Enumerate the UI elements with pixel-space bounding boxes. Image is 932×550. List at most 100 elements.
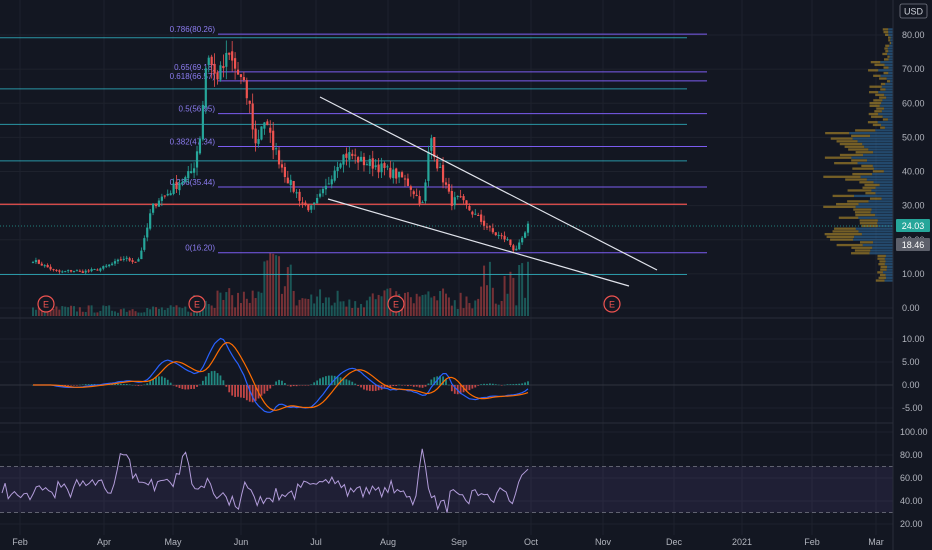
earnings-marker[interactable] xyxy=(37,295,55,313)
volume-profile-bar xyxy=(885,273,893,277)
fib-level-label: 0(16.20) xyxy=(185,244,215,253)
macd-histogram-bar xyxy=(412,385,415,387)
macd-histogram-bar xyxy=(316,380,319,385)
volume-profile-bar xyxy=(869,252,893,255)
volume-profile-bar xyxy=(849,131,893,135)
candle-body xyxy=(93,269,96,271)
volume-bar xyxy=(283,286,286,316)
candle-body xyxy=(34,260,38,263)
volume-bar xyxy=(213,307,216,316)
volume-profile-bar xyxy=(830,238,854,241)
volume-profile-bar xyxy=(882,28,889,31)
volume-bar xyxy=(292,290,295,316)
fib-level-label: 0.786(80.26) xyxy=(170,25,216,34)
volume-bar xyxy=(316,296,319,316)
x-axis: Feb Apr May Jun Jul Aug Sep Oct Nov Dec 2021 Feb Mar xyxy=(12,537,884,547)
candle-body xyxy=(357,157,360,163)
volume-bar xyxy=(503,276,506,316)
macd-histogram-bar xyxy=(366,385,368,391)
macd-histogram-bar xyxy=(453,385,456,394)
volume-profile-bar xyxy=(854,211,871,214)
earnings-marker[interactable] xyxy=(603,295,621,313)
trendlines[interactable] xyxy=(319,96,658,287)
candle-body xyxy=(61,271,64,273)
volume-profile-bar xyxy=(883,66,889,69)
candle-body xyxy=(96,269,99,271)
candle-body xyxy=(523,232,527,238)
volume-profile-bar xyxy=(887,118,893,121)
candle-body xyxy=(380,163,383,173)
candle-body xyxy=(128,258,131,261)
macd-line xyxy=(33,337,529,413)
candle-body xyxy=(31,262,35,264)
candle-body xyxy=(122,258,125,260)
candle-body xyxy=(474,213,477,215)
volume-profile-bar xyxy=(883,71,889,75)
price-axis-tick: 40.00 xyxy=(902,167,925,177)
volume-profile-bar xyxy=(861,164,873,168)
upper-trendline[interactable] xyxy=(319,96,658,271)
macd-histogram-bar xyxy=(122,383,125,385)
candle-body xyxy=(318,193,322,197)
volume-bar xyxy=(187,311,190,316)
volume-profile-bar xyxy=(854,235,893,239)
candle-body xyxy=(84,270,87,273)
macd-histogram-bar xyxy=(237,385,239,397)
macd-histogram-bar xyxy=(251,385,254,403)
volume-bar xyxy=(289,264,292,316)
earnings-marker-label: E xyxy=(393,300,399,310)
rsi-axis-tick: 80.00 xyxy=(900,450,923,460)
macd-histogram-bar xyxy=(248,385,251,402)
candle-body xyxy=(151,203,155,213)
volume-profile-bar xyxy=(888,30,893,34)
volume-profile-bar xyxy=(880,265,887,269)
volume-profile-bar xyxy=(869,101,882,105)
candle-body xyxy=(465,200,468,205)
volume-bar xyxy=(430,297,433,316)
earnings-marker[interactable] xyxy=(387,295,405,313)
candle-body xyxy=(526,223,530,233)
candle-body xyxy=(187,171,190,179)
volume-profile-bar xyxy=(888,71,893,75)
volume-profile-bar xyxy=(885,88,893,91)
volume-profile-bar xyxy=(875,129,893,132)
candle-body xyxy=(58,270,61,272)
macd-histogram-bar xyxy=(497,384,500,386)
candle-body xyxy=(242,77,245,81)
currency-badge[interactable] xyxy=(899,3,928,19)
lower-trendline[interactable] xyxy=(327,198,630,287)
volume-profile-bar xyxy=(887,47,893,50)
volume-bar xyxy=(515,305,518,316)
volume-bar xyxy=(266,260,269,316)
macd-histogram-bar xyxy=(201,380,204,385)
rsi-band xyxy=(0,466,893,513)
volume-profile-bar xyxy=(855,227,893,230)
earnings-marker[interactable] xyxy=(188,295,206,313)
volume-bar xyxy=(371,293,374,316)
volume-profile-bar xyxy=(836,140,858,143)
candle-body xyxy=(298,191,301,201)
candle-body xyxy=(316,198,319,204)
volume-profile-bar xyxy=(879,77,887,80)
candle-body xyxy=(90,269,93,272)
earnings-marker-label: E xyxy=(43,300,49,310)
price-axis[interactable] xyxy=(893,0,932,550)
volume-bar xyxy=(216,290,219,316)
macd-histogram-bar xyxy=(342,378,345,385)
macd-signal-line xyxy=(33,341,529,411)
macd-histogram-bar xyxy=(166,379,169,385)
volume-profile-bar xyxy=(873,181,893,184)
volume-bar xyxy=(134,311,137,316)
volume-bar xyxy=(360,303,363,316)
volume-profile-bar xyxy=(859,219,878,222)
volume-bar xyxy=(254,298,257,316)
volume-bar xyxy=(465,296,468,316)
candle-body xyxy=(310,205,313,210)
candle-body xyxy=(228,52,231,55)
volume-profile-bar xyxy=(857,140,893,143)
macd-histogram-bar xyxy=(307,385,310,386)
volume-bar xyxy=(184,306,187,316)
macd-histogram-bar xyxy=(395,385,398,386)
